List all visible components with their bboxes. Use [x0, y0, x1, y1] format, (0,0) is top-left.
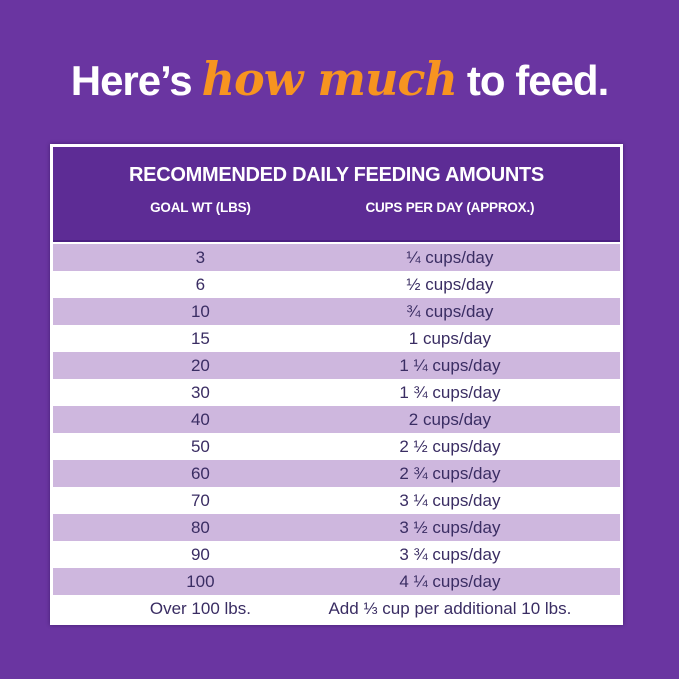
goal-weight-cell: 15 [190, 329, 210, 348]
table-row: 40 2 cups/day [53, 406, 620, 433]
feeding-table-card: RECOMMENDED DAILY FEEDING AMOUNTS GOAL W… [50, 144, 623, 625]
cups-per-day-cell: 4 ¼ cups/day [399, 572, 501, 591]
cups-per-day-cell: 1 cups/day [408, 329, 491, 348]
cups-per-day-cell: 3 ¼ cups/day [399, 491, 501, 510]
table-row: 80 3 ½ cups/day [53, 514, 620, 541]
goal-weight-cell: Over 100 lbs. [149, 599, 251, 618]
table-row: 10 ¾ cups/day [53, 298, 620, 325]
column-header-goal-weight: GOAL WT (LBS) [150, 200, 251, 215]
goal-weight-cell: 100 [186, 572, 215, 591]
goal-weight-cell: 6 [195, 275, 206, 294]
headline: Here’s how much to feed. [0, 50, 679, 110]
table-row: 30 1 ¾ cups/day [53, 379, 620, 406]
table-row: 70 3 ¼ cups/day [53, 487, 620, 514]
cups-per-day-cell: ¾ cups/day [406, 302, 494, 321]
headline-suffix: to feed. [466, 57, 609, 104]
goal-weight-cell: 30 [190, 383, 210, 402]
table-row: 60 2 ¾ cups/day [53, 460, 620, 487]
headline-highlight: how much [201, 52, 458, 106]
headline-prefix: Here’s [70, 57, 193, 104]
cups-per-day-cell: ½ cups/day [406, 275, 494, 294]
cups-per-day-cell: ¼ cups/day [406, 248, 494, 267]
goal-weight-cell: 80 [190, 518, 210, 537]
table-row: Over 100 lbs. Add ⅓ cup per additional 10… [53, 595, 620, 622]
column-header-cups-per-day: CUPS PER DAY (APPROX.) [365, 200, 535, 215]
goal-weight-cell: 60 [190, 464, 210, 483]
goal-weight-cell: 90 [190, 545, 210, 564]
cups-per-day-cell: 3 ¾ cups/day [399, 545, 501, 564]
goal-weight-cell: 10 [190, 302, 210, 321]
table-row: 90 3 ¾ cups/day [53, 541, 620, 568]
cups-per-day-cell: 1 ¾ cups/day [399, 383, 501, 402]
cups-per-day-cell: Add ⅓ cup per additional 10 lbs. [328, 599, 572, 618]
goal-weight-cell: 40 [190, 410, 210, 429]
column-headers: GOAL WT (LBS) CUPS PER DAY (APPROX.) [53, 200, 620, 220]
table-body: 3 ¼ cups/day 6 ½ cups/day 10 ¾ cups/day 15 1 cu… [53, 242, 620, 622]
table-title: RECOMMENDED DAILY FEEDING AMOUNTS [129, 164, 544, 186]
table-header: RECOMMENDED DAILY FEEDING AMOUNTS GOAL W… [53, 147, 620, 242]
goal-weight-cell: 50 [190, 437, 210, 456]
table-row: 50 2 ½ cups/day [53, 433, 620, 460]
cups-per-day-cell: 1 ¼ cups/day [399, 356, 501, 375]
table-row: 6 ½ cups/day [53, 271, 620, 298]
goal-weight-cell: 70 [190, 491, 210, 510]
cups-per-day-cell: 2 cups/day [408, 410, 491, 429]
cups-per-day-cell: 2 ½ cups/day [399, 437, 501, 456]
goal-weight-cell: 20 [190, 356, 210, 375]
goal-weight-cell: 3 [195, 248, 206, 267]
cups-per-day-cell: 3 ½ cups/day [399, 518, 501, 537]
cups-per-day-cell: 2 ¾ cups/day [399, 464, 501, 483]
table-row: 20 1 ¼ cups/day [53, 352, 620, 379]
table-row: 3 ¼ cups/day [53, 244, 620, 271]
table-row: 100 4 ¼ cups/day [53, 568, 620, 595]
table-row: 15 1 cups/day [53, 325, 620, 352]
